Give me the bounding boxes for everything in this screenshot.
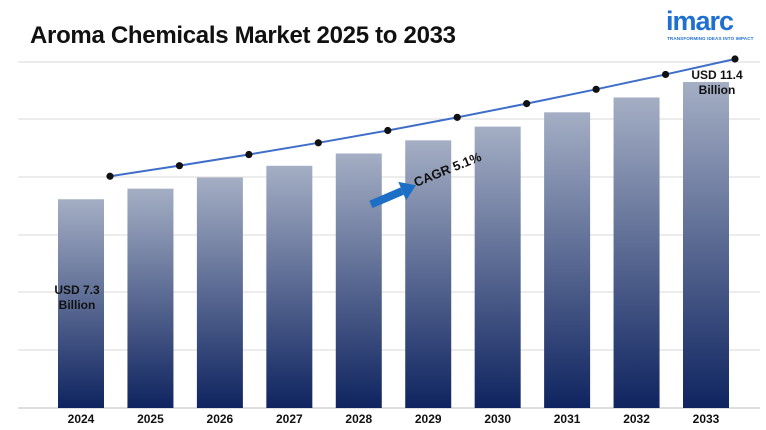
bar-2030 (474, 126, 521, 409)
trend-marker (453, 113, 461, 121)
x-tick-label: 2027 (276, 412, 303, 426)
bar-2031 (544, 112, 591, 408)
bar-2032 (613, 97, 660, 408)
trend-marker (314, 139, 322, 147)
x-tick-label: 2033 (693, 412, 720, 426)
x-tick-label: 2031 (554, 412, 581, 426)
trend-line-group (106, 55, 739, 180)
trend-marker (175, 162, 184, 170)
logo-wordmark: imarc (666, 6, 734, 36)
bar-2027 (266, 165, 313, 408)
bar-2025 (127, 188, 174, 408)
cagr-arrow (369, 181, 417, 209)
trend-line (109, 58, 736, 178)
chart-title: Aroma Chemicals Market 2025 to 2033 (30, 22, 456, 49)
x-tick-label: 2025 (137, 412, 164, 426)
trend-marker (661, 70, 670, 79)
x-tick-label: 2026 (207, 412, 234, 426)
trend-marker (106, 172, 114, 180)
trend-marker (731, 55, 739, 63)
cagr-arrow-shaft (369, 187, 404, 209)
end-value-label: USD 11.4 Billion (691, 68, 743, 97)
bar-2024 (58, 199, 104, 408)
trend-marker (384, 126, 392, 135)
logo-tagline: TRANSFORMING IDEAS INTO IMPACT (667, 36, 754, 41)
x-tick-label: 2032 (623, 412, 650, 426)
end-value-label-line: Billion (699, 83, 736, 97)
bar-2028 (335, 153, 382, 408)
imarc-logo: imarc TRANSFORMING IDEAS INTO IMPACT (666, 6, 762, 46)
x-tick-label: 2028 (345, 412, 372, 426)
x-tick-label: 2029 (415, 412, 442, 426)
trend-marker (523, 100, 531, 108)
bar-2033 (683, 82, 729, 408)
x-tick-label: 2024 (68, 412, 95, 426)
start-value-label: USD 7.3 Billion (54, 283, 100, 312)
bar-2026 (196, 177, 243, 408)
start-value-label-line: USD 7.3 (54, 283, 100, 297)
cagr-arrow-head (398, 181, 417, 201)
bars (58, 82, 729, 409)
end-value-label-line: USD 11.4 (691, 68, 743, 82)
trend-marker (592, 85, 600, 93)
x-tick-label: 2030 (484, 412, 511, 426)
start-value-label-line: Billion (59, 298, 96, 312)
trend-marker (245, 150, 253, 159)
